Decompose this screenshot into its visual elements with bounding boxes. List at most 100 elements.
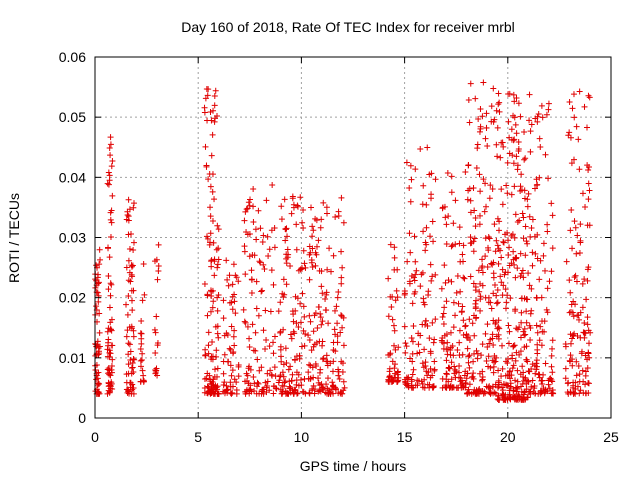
- data-point: [530, 389, 537, 396]
- data-point: [549, 378, 556, 385]
- data-point: [289, 387, 296, 394]
- data-point: [570, 156, 577, 163]
- data-point: [515, 146, 522, 153]
- data-point: [203, 233, 210, 240]
- data-point: [470, 248, 477, 255]
- data-point: [533, 363, 540, 370]
- data-point: [579, 367, 586, 374]
- data-point: [95, 351, 102, 358]
- data-point: [460, 242, 467, 249]
- data-point: [420, 228, 427, 235]
- data-point: [243, 370, 250, 377]
- data-point: [93, 376, 100, 383]
- data-point: [506, 328, 513, 335]
- data-point: [280, 373, 287, 380]
- data-point: [306, 337, 313, 344]
- data-point: [267, 308, 274, 315]
- axis-ticks: 0 0.01 0.02 0.03 0.04 0.05 0.06 0 5 10 15 20 25: [59, 49, 619, 445]
- data-point: [517, 183, 524, 190]
- data-point: [128, 263, 135, 270]
- data-point: [505, 91, 512, 98]
- data-point: [315, 388, 322, 395]
- data-point: [273, 385, 280, 392]
- data-point: [385, 376, 392, 383]
- data-point: [586, 187, 593, 194]
- data-point: [254, 356, 261, 363]
- data-point: [472, 95, 479, 102]
- data-point: [520, 377, 527, 384]
- data-point: [463, 375, 470, 382]
- data-point: [221, 332, 228, 339]
- data-point: [579, 280, 586, 287]
- data-point: [517, 334, 524, 341]
- data-point: [296, 352, 303, 359]
- data-point: [509, 152, 516, 159]
- data-point: [288, 335, 295, 342]
- data-point: [442, 279, 449, 286]
- data-point: [215, 245, 222, 252]
- data-point: [270, 350, 277, 357]
- data-point: [292, 386, 299, 393]
- data-point: [443, 298, 450, 305]
- data-point: [253, 390, 260, 397]
- data-point: [126, 341, 133, 348]
- data-point: [417, 332, 424, 339]
- data-point: [105, 272, 112, 279]
- data-point: [130, 239, 137, 246]
- data-point: [492, 248, 499, 255]
- data-point: [412, 258, 419, 265]
- data-point: [423, 241, 430, 248]
- data-point: [235, 363, 242, 370]
- data-point: [140, 377, 147, 384]
- data-point: [299, 265, 306, 272]
- data-point: [497, 247, 504, 254]
- data-point: [489, 331, 496, 338]
- data-point: [300, 247, 307, 254]
- data-point: [230, 333, 237, 340]
- data-point: [125, 340, 132, 347]
- data-point: [487, 182, 494, 189]
- data-point: [444, 339, 451, 346]
- data-point: [499, 139, 506, 146]
- data-point: [544, 228, 551, 235]
- data-point: [335, 289, 342, 296]
- data-point: [585, 327, 592, 334]
- data-point: [106, 254, 113, 261]
- data-point: [282, 345, 289, 352]
- data-point: [94, 289, 101, 296]
- data-point: [423, 201, 430, 208]
- data-point: [573, 123, 580, 130]
- data-point: [262, 307, 269, 314]
- data-point: [309, 385, 316, 392]
- data-point: [470, 280, 477, 287]
- data-point: [309, 233, 316, 240]
- data-point: [479, 263, 486, 270]
- data-point: [544, 221, 551, 228]
- y-tick-label: 0.03: [59, 230, 86, 246]
- data-point: [491, 221, 498, 228]
- data-point: [573, 358, 580, 365]
- data-point: [450, 324, 457, 331]
- data-point: [105, 244, 112, 251]
- data-point: [333, 303, 340, 310]
- data-point: [586, 340, 593, 347]
- data-point: [515, 392, 522, 399]
- data-point: [522, 252, 529, 259]
- data-point: [529, 216, 536, 223]
- data-point: [315, 237, 322, 244]
- data-point: [438, 285, 445, 292]
- data-point: [518, 309, 525, 316]
- data-point: [130, 246, 137, 253]
- data-point: [499, 390, 506, 397]
- y-tick-label: 0.04: [59, 169, 86, 185]
- data-point: [447, 383, 454, 390]
- data-point: [213, 246, 220, 253]
- data-point: [310, 343, 317, 350]
- data-point: [257, 259, 264, 266]
- data-point: [453, 368, 460, 375]
- data-point: [441, 332, 448, 339]
- data-point: [577, 309, 584, 316]
- data-point: [524, 240, 531, 247]
- data-point: [283, 359, 290, 366]
- data-point: [460, 332, 467, 339]
